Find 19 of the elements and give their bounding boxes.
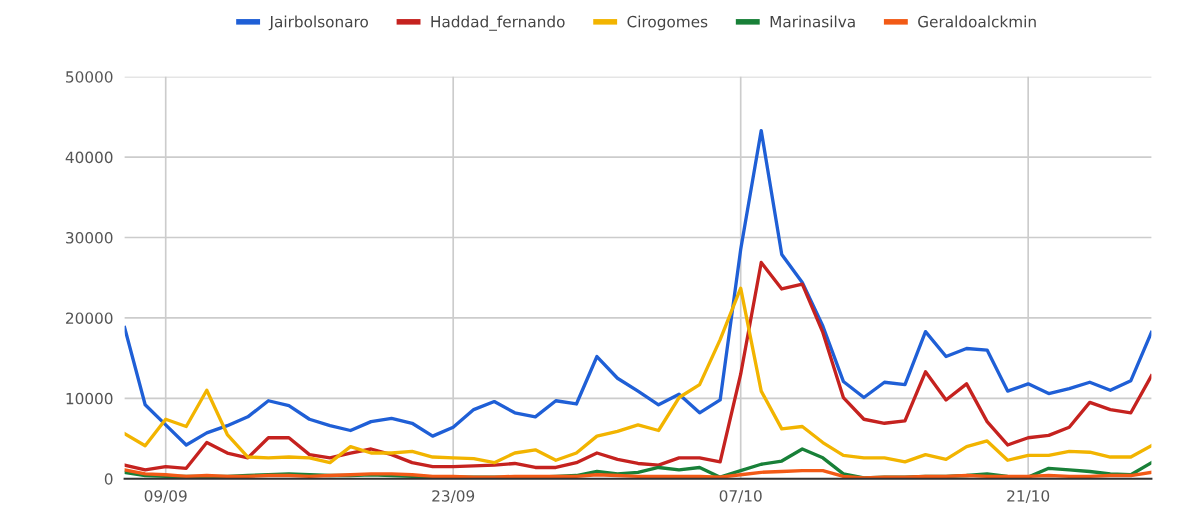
line-series [124,468,1152,479]
y-tick-label: 30000 [66,231,113,244]
legend-label: Jairbolsonaro [268,15,368,31]
y-tick-label: 20000 [66,312,113,324]
line-series [124,286,1152,465]
legend-label: Haddad_fernando [431,15,565,31]
legend-label: Marinasilva [770,15,855,28]
x-tick-label: 23/09 [432,490,475,503]
x-tick-label: 07/10 [719,490,762,503]
line-series [124,260,1152,472]
legend-label: Geraldoalckmin [918,15,1036,28]
y-tick-label: 10000 [66,392,113,405]
y-tick-label: 0 [104,473,113,485]
line-series [124,128,1152,447]
x-tick-label: 21/10 [1007,490,1050,503]
y-tick-label: 40000 [65,151,113,164]
y-tick-label: 50000 [66,71,113,83]
x-tick-label: 09/09 [144,490,187,503]
legend-label: Cirogomes [627,15,708,31]
